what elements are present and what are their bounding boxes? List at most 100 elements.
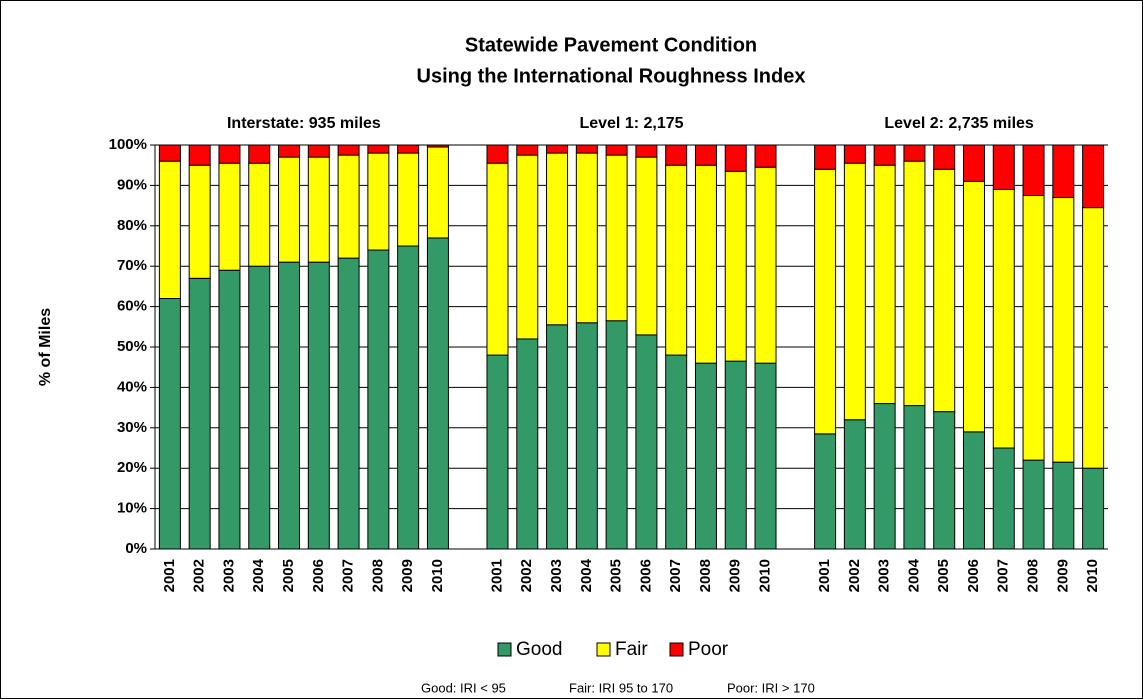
bar-segment <box>188 144 211 166</box>
bar-segment <box>962 180 985 433</box>
bar-segment <box>486 162 509 356</box>
x-tick-label: 2005 <box>280 559 297 592</box>
bar-segment <box>426 144 449 148</box>
y-tick-label: 80% <box>117 217 147 234</box>
y-tick-label: 10% <box>117 500 147 517</box>
x-tick-label: 2004 <box>250 558 267 592</box>
y-tick-label: 30% <box>117 419 147 436</box>
bar-segment <box>694 362 717 550</box>
bar-segment <box>397 152 420 247</box>
bar-segment <box>843 162 866 421</box>
x-tick-label: 2008 <box>1025 559 1042 592</box>
bar-segment <box>814 144 837 170</box>
bar-segment <box>546 152 569 326</box>
x-tick-label: 2008 <box>697 559 714 592</box>
x-tick-label: 2007 <box>995 559 1012 592</box>
bar-segment <box>516 154 539 340</box>
x-tick-label: 2006 <box>310 559 327 592</box>
group-label: Interstate: 935 miles <box>227 115 381 132</box>
x-tick-label: 2009 <box>1054 559 1071 592</box>
x-tick-label: 2002 <box>191 559 208 592</box>
bar-segment <box>754 362 777 550</box>
x-tick-label: 2004 <box>578 558 595 592</box>
bar-segment <box>1052 144 1075 199</box>
y-tick-label: 20% <box>117 459 147 476</box>
x-tick-label: 2010 <box>1084 559 1101 592</box>
bar-segment <box>665 144 688 166</box>
bar-segment <box>933 168 956 413</box>
bar-segment <box>188 164 211 279</box>
bar-segment <box>218 144 241 164</box>
bar-segment <box>367 152 390 251</box>
x-tick-label: 2007 <box>340 559 357 592</box>
y-tick-label: 100% <box>109 136 147 153</box>
bar-segment <box>337 144 360 156</box>
bar-segment <box>724 144 747 172</box>
bar-segment <box>158 144 181 162</box>
footnote: Fair: IRI 95 to 170 <box>569 680 673 695</box>
bar-segment <box>605 144 628 156</box>
bar-segment <box>962 144 985 182</box>
bar-segment <box>278 144 301 158</box>
bar-segment <box>754 166 777 364</box>
bar-segment <box>933 411 956 550</box>
bar-segment <box>397 144 420 154</box>
bar-segment <box>546 324 569 550</box>
bar-segment <box>843 144 866 164</box>
x-tick-label: 2004 <box>905 558 922 592</box>
bar-segment <box>724 170 747 362</box>
chart-title: Statewide Pavement Condition <box>465 34 757 56</box>
legend-swatch <box>669 642 684 657</box>
bar-segment <box>337 257 360 550</box>
bar-segment <box>575 152 598 324</box>
bar-segment <box>307 144 330 158</box>
y-axis-label: % of Miles <box>37 308 54 386</box>
bar-segment <box>724 360 747 550</box>
bar-segment <box>873 403 896 550</box>
chart-subtitle: Using the International Roughness Index <box>417 65 806 87</box>
x-tick-label: 2002 <box>518 559 535 592</box>
footnote: Good: IRI < 95 <box>421 680 506 695</box>
bar-segment <box>605 154 628 322</box>
x-tick-label: 2005 <box>935 559 952 592</box>
x-tick-label: 2003 <box>220 559 237 592</box>
bar-segment <box>635 156 658 336</box>
bar-segment <box>1052 197 1075 463</box>
bar-segment <box>873 164 896 405</box>
bar-segment <box>843 419 866 550</box>
x-tick-label: 2001 <box>161 559 178 592</box>
bar-segment <box>635 144 658 158</box>
bar-segment <box>188 277 211 550</box>
bar-segment <box>754 144 777 168</box>
bar-segment <box>605 320 628 550</box>
bar-segment <box>248 265 271 550</box>
bar-segment <box>1082 207 1105 469</box>
bar-segment <box>278 156 301 263</box>
bar-segment <box>814 168 837 435</box>
group-label: Level 2: 2,735 miles <box>884 115 1034 132</box>
x-tick-label: 2009 <box>727 559 744 592</box>
x-tick-label: 2006 <box>637 559 654 592</box>
footnote: Poor: IRI > 170 <box>727 680 815 695</box>
legend-label: Fair <box>615 639 648 660</box>
bar-segment <box>1022 459 1045 550</box>
bar-segment <box>218 269 241 550</box>
bar-segment <box>1022 144 1045 196</box>
bar-segment <box>903 144 926 162</box>
bar-segment <box>1082 144 1105 209</box>
legend-label: Poor <box>688 639 729 660</box>
y-tick-label: 60% <box>117 298 147 315</box>
bar-segment <box>635 334 658 550</box>
bar-segment <box>694 144 717 166</box>
bar-segment <box>486 144 509 164</box>
bar-segment <box>426 146 449 239</box>
bar-segment <box>516 144 539 156</box>
bar-segment <box>992 447 1015 550</box>
bar-segment <box>962 431 985 550</box>
bar-segment <box>992 188 1015 449</box>
x-tick-label: 2001 <box>488 559 505 592</box>
bar-segment <box>337 154 360 259</box>
group-label: Level 1: 2,175 <box>579 115 683 132</box>
x-tick-label: 2005 <box>608 559 625 592</box>
